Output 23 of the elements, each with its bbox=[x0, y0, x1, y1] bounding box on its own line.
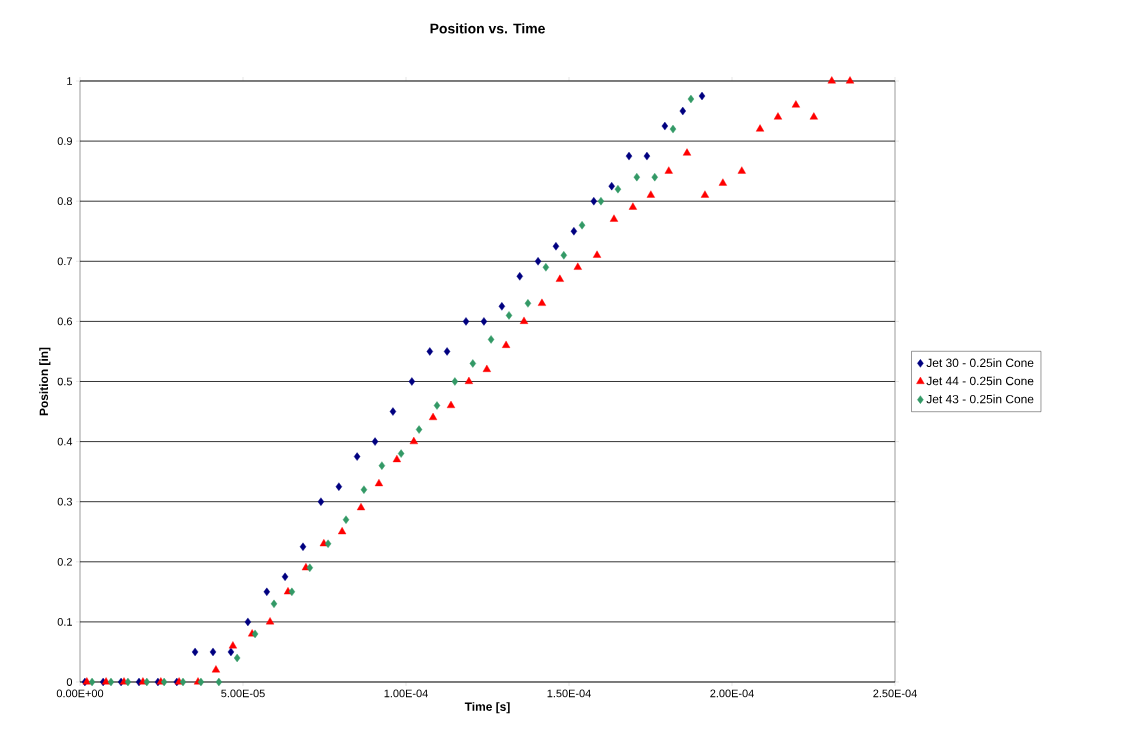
y-axis-title: Position [in] bbox=[39, 347, 51, 416]
y-tick-label: 0 bbox=[66, 678, 73, 686]
y-tick-label: 0.2 bbox=[57, 557, 72, 566]
x-tick-label: 5.00E-05 bbox=[221, 689, 265, 698]
y-tick-label: 0.9 bbox=[57, 137, 72, 145]
y-tick-label: 0.5 bbox=[57, 377, 73, 386]
x-tick-label: 2.50E-04 bbox=[873, 689, 917, 698]
y-tick-label: 0.4 bbox=[57, 437, 73, 446]
legend-label: Jet 43 - 0.25in Cone bbox=[926, 394, 1034, 404]
legend-label: Jet 30 - 0.25in Cone bbox=[926, 358, 1034, 368]
y-tick-label: 1 bbox=[67, 77, 72, 85]
y-tick-label: 0.3 bbox=[57, 497, 72, 506]
x-tick-label: 1.00E-04 bbox=[384, 689, 428, 698]
legend-label: Jet 44 - 0.25in Cone bbox=[926, 376, 1034, 386]
y-tick-label: 0.6 bbox=[57, 317, 72, 326]
x-tick-label: 2.00E-04 bbox=[710, 689, 754, 698]
y-tick-label: 0.8 bbox=[57, 197, 72, 206]
x-tick-label: 1.50E-04 bbox=[547, 689, 591, 698]
y-tick-label: 0.1 bbox=[57, 618, 72, 626]
x-tick-label: 0.00E+00 bbox=[56, 689, 104, 698]
x-axis-title: Time [s] bbox=[464, 702, 510, 714]
chart-title: Position vs. Time bbox=[430, 23, 545, 34]
y-tick-label: 0.7 bbox=[57, 257, 72, 266]
